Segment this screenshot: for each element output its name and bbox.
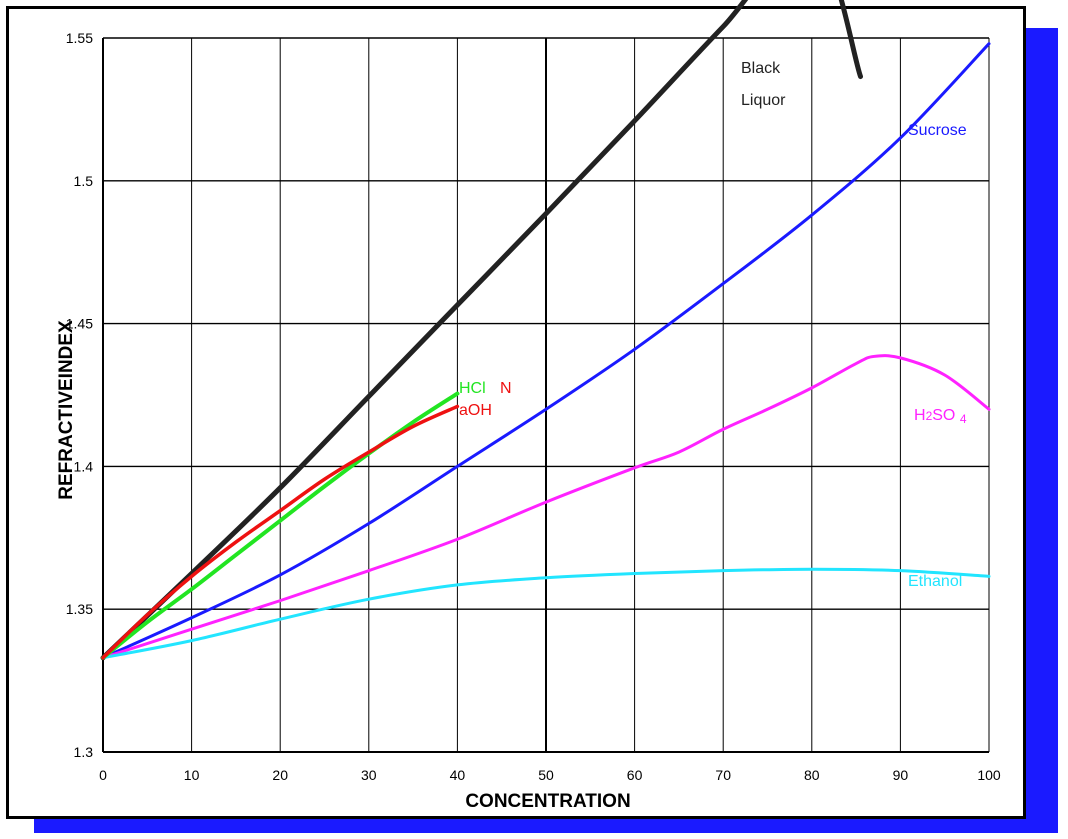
label-naoh-part1: N xyxy=(500,380,512,397)
series-line-h2so-4 xyxy=(101,354,991,660)
x-tick-label: 60 xyxy=(627,767,643,783)
label-ethanol: Ethanol xyxy=(908,573,962,590)
x-tick-label: 40 xyxy=(450,767,466,783)
y-tick-label: 1.35 xyxy=(66,601,93,617)
tick-labels: 0 10 20 30 40 50 60 70 80 90 100 1.3 1.35 1.4 1.45 1.5 1… xyxy=(66,30,1001,783)
y-tick-label: 1.3 xyxy=(74,744,94,760)
label-black-liquor-line1: Black xyxy=(741,60,781,77)
x-tick-label: 70 xyxy=(715,767,731,783)
label-h2so4-part-4: 4 xyxy=(960,412,967,426)
y-tick-label: 1.55 xyxy=(66,30,93,46)
label-h2so4-part-so: SO xyxy=(932,407,960,424)
label-sucrose: Sucrose xyxy=(908,122,967,139)
y-tick-label: 1.45 xyxy=(66,316,93,332)
x-tick-label: 80 xyxy=(804,767,820,783)
x-tick-label: 100 xyxy=(977,767,1001,783)
series xyxy=(100,0,991,661)
y-axis-title: REFRACTIVEINDEX xyxy=(56,320,77,500)
label-h2so4: H2SO 4 xyxy=(914,407,967,426)
y-tick-label: 1.5 xyxy=(74,173,94,189)
axes xyxy=(102,38,989,753)
y-tick-label: 1.4 xyxy=(74,458,94,474)
x-tick-label: 50 xyxy=(538,767,554,783)
chart-frame xyxy=(6,6,1026,819)
x-tick-label: 0 xyxy=(99,767,107,783)
series-line-naoh xyxy=(101,404,460,660)
series-line-hcl xyxy=(101,391,460,660)
x-tick-label: 90 xyxy=(893,767,909,783)
x-axis-title: CONCENTRATION xyxy=(465,791,630,812)
series-line-black-liquor xyxy=(100,0,864,661)
series-line-ethanol xyxy=(101,567,991,660)
series-line-sucrose xyxy=(101,42,991,660)
label-hcl: HCl xyxy=(459,380,486,397)
label-naoh-part2: aOH xyxy=(459,402,492,419)
x-tick-label: 10 xyxy=(184,767,200,783)
label-h2so4-part-2: 2 xyxy=(926,409,933,423)
label-black-liquor-line2: Liquor xyxy=(741,92,786,109)
label-h2so4-part-h: H xyxy=(914,407,926,424)
x-tick-label: 30 xyxy=(361,767,377,783)
grid xyxy=(103,37,990,752)
x-tick-label: 20 xyxy=(272,767,288,783)
